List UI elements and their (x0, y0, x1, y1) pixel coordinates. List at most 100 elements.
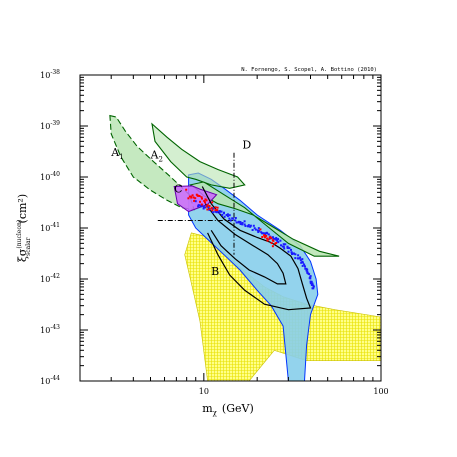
point-blue (284, 243, 287, 246)
point-red (200, 196, 203, 199)
point-blue (310, 280, 313, 283)
point-blue (300, 261, 303, 264)
point-red (200, 203, 203, 206)
region-label-sub: 2 (158, 156, 162, 164)
point-blue (214, 210, 217, 213)
point-blue (229, 219, 232, 222)
point-red (185, 188, 188, 191)
point-red-cluster (264, 236, 266, 239)
point-blue (265, 231, 268, 234)
point-blue (271, 236, 274, 239)
point-blue (251, 229, 254, 231)
point-blue (220, 210, 223, 213)
point-red (204, 201, 206, 204)
point-red (189, 195, 192, 198)
point-red (201, 197, 203, 200)
point-blue (257, 231, 260, 233)
point-blue (253, 227, 256, 230)
point-blue (297, 257, 300, 260)
point-red (205, 199, 208, 202)
point-red-cluster (274, 242, 277, 245)
point-blue (221, 213, 224, 216)
point-red (211, 209, 214, 212)
point-blue (312, 285, 315, 288)
point-blue (267, 233, 270, 236)
region-a2 (151, 122, 246, 189)
point-blue (197, 205, 200, 208)
x-axis-label-unit: (GeV) (222, 402, 254, 415)
region-label-a2: A2 (150, 149, 163, 164)
point-blue (218, 211, 221, 214)
point-blue (277, 241, 280, 244)
point-blue (291, 253, 293, 255)
point-red (193, 199, 196, 202)
point-blue (218, 210, 221, 213)
point-red-cluster (271, 245, 274, 248)
y-axis-label-unit: (cm²) (16, 194, 29, 224)
point-blue (197, 204, 200, 207)
point-red (216, 206, 219, 209)
point-blue (258, 229, 261, 232)
x-tick-label: 10 (199, 387, 209, 396)
point-blue (249, 225, 252, 228)
point-blue (309, 280, 312, 283)
point-blue (249, 224, 252, 227)
point-red-cluster (268, 236, 271, 239)
point-blue (202, 207, 205, 210)
point-blue (304, 267, 307, 270)
point-blue (262, 232, 265, 235)
point-blue (276, 239, 279, 242)
y-axis-label-sup: (nucleon) (16, 220, 23, 249)
point-blue (268, 237, 271, 240)
point-blue (308, 277, 311, 280)
point-blue (254, 228, 257, 231)
point-blue (226, 213, 229, 216)
y-axis-label-base: ξσ (16, 248, 29, 262)
point-red-cluster (267, 238, 270, 241)
point-blue (301, 261, 304, 264)
point-blue (257, 227, 260, 230)
point-red (192, 196, 195, 199)
point-blue (239, 221, 242, 223)
point-blue (243, 220, 246, 223)
point-red (187, 197, 190, 200)
point-blue (234, 219, 237, 222)
point-blue (223, 215, 226, 218)
y-tick-exponent: -39 (50, 120, 60, 127)
y-axis-label-sub: scalar (25, 237, 32, 256)
point-blue (272, 237, 275, 240)
point-blue (303, 263, 306, 266)
y-tick-exponent: -41 (50, 222, 60, 229)
point-red (216, 209, 219, 212)
point-blue (310, 284, 313, 286)
point-blue (243, 223, 246, 226)
x-axis-label: mχ (GeV) (202, 402, 254, 417)
point-blue (292, 252, 295, 255)
points-red-cluster (259, 228, 278, 248)
region-green-band (188, 181, 340, 257)
region-blue (188, 172, 319, 381)
point-blue (310, 282, 313, 285)
point-red (214, 206, 217, 209)
y-tick-exponent: -42 (50, 273, 60, 280)
point-blue (212, 207, 215, 210)
point-red-cluster (263, 235, 266, 237)
point-blue (247, 224, 250, 227)
point-blue (231, 217, 234, 220)
x-axis-label-sub: χ (213, 409, 218, 417)
point-red (190, 196, 193, 199)
point-red (205, 205, 208, 208)
point-blue (234, 217, 237, 219)
region-label-c: C (174, 182, 182, 195)
point-blue (275, 238, 278, 241)
point-red-cluster (266, 237, 268, 240)
point-blue (308, 273, 311, 276)
point-blue (260, 231, 263, 234)
y-tick-label: 10-41 (40, 222, 60, 233)
point-red (194, 197, 197, 200)
point-red-cluster (270, 242, 273, 244)
x-tick-label: 100 (373, 387, 388, 396)
region-label-sub: 1 (119, 153, 123, 161)
plot-area (109, 114, 381, 381)
